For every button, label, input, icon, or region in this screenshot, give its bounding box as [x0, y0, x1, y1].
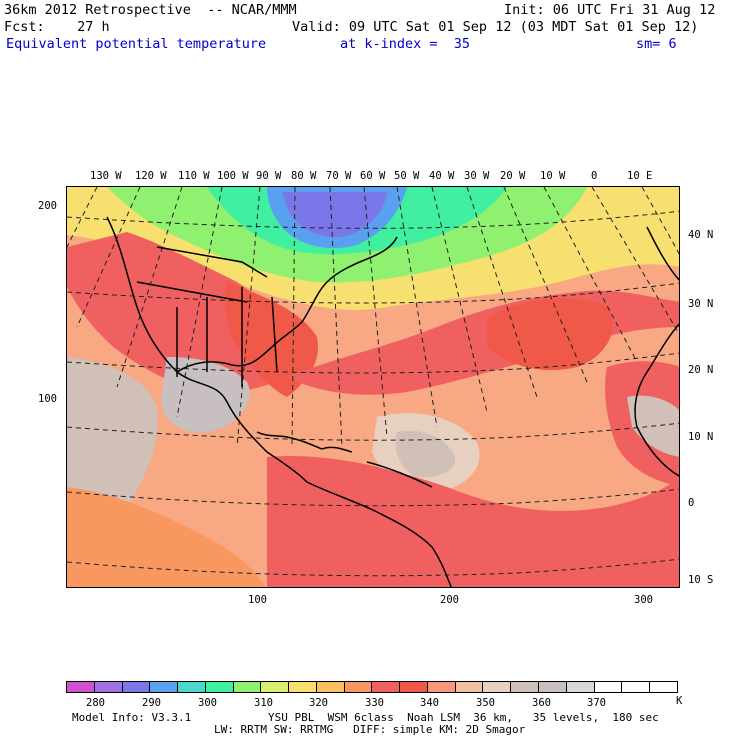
legend-value: 320: [309, 697, 328, 709]
lon-label: 90 W: [256, 170, 282, 182]
coastlines: [106, 216, 679, 587]
legend-swatch: [539, 682, 567, 692]
legend-swatch: [372, 682, 401, 692]
lon-label: 0: [591, 170, 598, 182]
legend-value: 370: [587, 697, 606, 709]
hot-region-south: [267, 456, 679, 587]
lon-label: 40 W: [429, 170, 455, 182]
grid-x-label: 300: [634, 594, 653, 606]
header-init-time: Init: 06 UTC Fri 31 Aug 12: [504, 2, 716, 18]
graticule: [67, 187, 679, 577]
lon-label: 110 W: [178, 170, 210, 182]
lon-label: 10 W: [540, 170, 566, 182]
legend-swatch: [205, 682, 234, 692]
lon-label: 100 W: [217, 170, 249, 182]
map-panel: [66, 186, 680, 588]
legend-swatch: [94, 682, 123, 692]
legend-value: 330: [365, 697, 384, 709]
model-info: Model Info: V3.3.1: [72, 711, 192, 724]
field-smoothing: sm= 6: [636, 36, 677, 52]
field-name: Equivalent potential temperature: [6, 36, 267, 52]
legend-value: 280: [86, 697, 105, 709]
legend-value: 310: [254, 697, 273, 709]
legend-swatch: [650, 682, 677, 692]
legend-swatch: [566, 682, 595, 692]
legend-swatch: [67, 682, 95, 692]
legend-swatch: [150, 682, 179, 692]
legend-swatch: [455, 682, 484, 692]
legend-value: 360: [532, 697, 551, 709]
legend-value: 340: [420, 697, 439, 709]
lon-label: 60 W: [360, 170, 386, 182]
legend-swatch: [316, 682, 345, 692]
lat-label: 20 N: [688, 364, 714, 376]
header-valid-time: Valid: 09 UTC Sat 01 Sep 12 (03 MDT Sat …: [292, 19, 699, 35]
lon-label: 70 W: [326, 170, 352, 182]
warm-cell-east: [487, 298, 613, 371]
legend-value: 300: [198, 697, 217, 709]
legend-value: 350: [476, 697, 495, 709]
theta-e-map: [67, 187, 679, 587]
hot-region-southwest: [67, 487, 266, 587]
legend-value: 290: [142, 697, 161, 709]
legend-swatch: [622, 682, 651, 692]
lon-label: 20 W: [500, 170, 526, 182]
header-title: 36km 2012 Retrospective -- NCAR/MMM: [4, 2, 297, 18]
lon-label: 30 W: [464, 170, 490, 182]
model-radiation: LW: RRTM SW: RRTMG DIFF: simple KM: 2D S…: [214, 723, 526, 736]
legend-unit: K: [676, 695, 683, 707]
grid-x-label: 200: [440, 594, 459, 606]
coldest-core-inner: [282, 192, 387, 238]
gray-atlantic-core: [395, 430, 456, 478]
hot-region-east: [225, 282, 318, 397]
legend-swatch: [233, 682, 262, 692]
legend-swatch: [427, 682, 456, 692]
grid-x-label: 100: [248, 594, 267, 606]
legend-swatch: [344, 682, 373, 692]
legend-swatch: [178, 682, 206, 692]
lon-label: 80 W: [291, 170, 317, 182]
grid-y-label: 200: [38, 200, 57, 212]
lon-label: 50 W: [394, 170, 420, 182]
lon-label: 120 W: [135, 170, 167, 182]
lat-label: 40 N: [688, 229, 714, 241]
field-level: at k-index = 35: [340, 36, 471, 52]
color-scale-bar: [66, 681, 678, 693]
lat-label: 30 N: [688, 298, 714, 310]
lon-label: 130 W: [90, 170, 122, 182]
legend-swatch: [289, 682, 317, 692]
grid-y-label: 100: [38, 393, 57, 405]
legend-swatch: [261, 682, 290, 692]
lon-label: 10 E: [627, 170, 653, 182]
lat-label: 10 S: [688, 574, 714, 586]
legend-swatch: [483, 682, 512, 692]
legend-swatch: [511, 682, 540, 692]
model-physics: YSU PBL WSM 6class Noah LSM 36 km, 35 le…: [268, 711, 659, 724]
lat-label: 10 N: [688, 431, 714, 443]
header-forecast-hour: Fcst: 27 h: [4, 19, 110, 35]
legend-swatch: [400, 682, 428, 692]
legend-swatch: [594, 682, 623, 692]
legend-swatch: [122, 682, 151, 692]
lat-label: 0: [688, 497, 695, 509]
